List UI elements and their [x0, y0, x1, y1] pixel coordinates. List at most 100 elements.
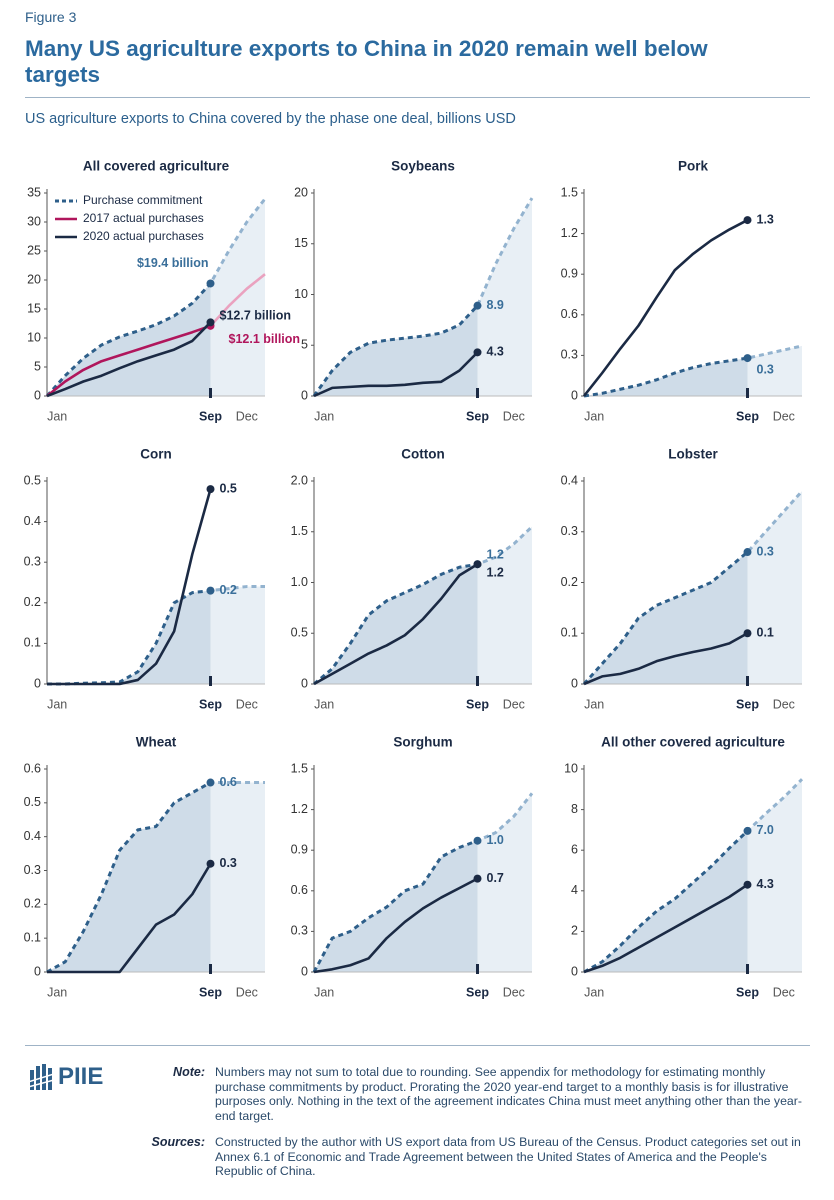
y-tick-label: 15	[27, 301, 41, 315]
logo: PIIE	[28, 1062, 103, 1092]
point	[206, 318, 215, 327]
y-tick-label: 0.2	[24, 595, 41, 609]
point	[473, 348, 482, 357]
series-line	[582, 490, 804, 686]
series-line	[47, 488, 212, 686]
y-tick-label: 2.0	[291, 473, 308, 487]
divider	[25, 97, 810, 98]
y-tick-label: 0.4	[24, 829, 41, 843]
x-tick-label: Dec	[503, 697, 525, 711]
x-tick-label: Dec	[503, 985, 525, 999]
logo-icon	[28, 1064, 54, 1090]
point	[473, 560, 482, 569]
value-label: 0.3	[757, 544, 774, 558]
panel-title: Pork	[678, 159, 709, 174]
y-tick-label: 10	[564, 761, 578, 775]
panel-title: Cotton	[401, 447, 444, 462]
y-tick-label: 0.2	[24, 897, 41, 911]
series-line	[583, 632, 749, 686]
point	[743, 629, 752, 638]
point	[743, 216, 752, 225]
note: Numbers may not sum to total due to roun…	[215, 1065, 802, 1123]
panel-title: Sorghum	[393, 735, 452, 750]
panel-title: All covered agriculture	[83, 159, 230, 174]
series-line	[313, 877, 479, 974]
y-tick-label: 0.6	[561, 307, 578, 321]
value-label: 8.9	[487, 298, 504, 312]
y-tick-label: 0.6	[291, 883, 308, 897]
series-line	[312, 792, 534, 973]
point	[473, 301, 482, 310]
charts: All covered agriculture05101520253035Jan…	[24, 159, 804, 999]
y-tick-label: 1.2	[291, 802, 308, 816]
y-tick-label: 1.5	[291, 761, 308, 775]
y-tick-label: 0.3	[561, 348, 578, 362]
y-tick-label: 0.5	[24, 473, 41, 487]
x-tick-label: Sep	[199, 697, 222, 711]
point	[206, 859, 215, 868]
y-tick-label: 0.4	[561, 473, 578, 487]
series-line	[313, 525, 534, 686]
x-tick-label: Sep	[199, 985, 222, 999]
x-tick-label: Jan	[47, 985, 67, 999]
point	[743, 548, 752, 557]
commitment-area	[314, 198, 532, 396]
value-label: 0.3	[757, 362, 774, 376]
point	[206, 586, 215, 595]
y-tick-label: 8	[571, 802, 578, 816]
x-tick-label: Dec	[773, 409, 795, 423]
panel-title: Lobster	[668, 447, 718, 462]
value-label: 1.0	[487, 833, 504, 847]
title: Many US agriculture exports to China in …	[25, 36, 708, 87]
x-tick-label: Sep	[466, 985, 489, 999]
x-tick-label: Sep	[736, 697, 759, 711]
panel-title: All other covered agriculture	[601, 735, 785, 750]
x-tick-label: Dec	[773, 985, 795, 999]
x-tick-label: Jan	[47, 697, 67, 711]
y-tick-label: 0	[34, 676, 41, 690]
value-label: 0.5	[220, 481, 237, 495]
series-line	[46, 273, 266, 398]
y-tick-label: 1.5	[291, 524, 308, 538]
commitment-area	[314, 793, 532, 972]
x-tick-label: Jan	[314, 409, 334, 423]
y-tick-label: 0	[571, 964, 578, 978]
value-label: 0.7	[487, 871, 504, 885]
commitment-area	[584, 779, 802, 972]
commitment-area	[584, 491, 802, 684]
divider	[25, 1045, 810, 1046]
y-tick-label: 0	[34, 964, 41, 978]
y-tick-label: 0.3	[24, 554, 41, 568]
y-tick-label: 0.9	[561, 266, 578, 280]
y-tick-label: 0.1	[24, 930, 41, 944]
x-tick-label: Sep	[466, 409, 489, 423]
value-label: 4.3	[487, 345, 504, 359]
x-tick-label: Sep	[199, 409, 222, 423]
y-tick-label: 1.0	[291, 575, 308, 589]
sources: Constructed by the author with US export…	[215, 1135, 801, 1178]
legend-label: Purchase commitment	[83, 193, 203, 207]
series-line	[47, 863, 212, 974]
x-tick-label: Jan	[47, 409, 67, 423]
point	[743, 880, 752, 889]
y-tick-label: 0	[571, 676, 578, 690]
point	[206, 485, 215, 494]
value-label: 7.0	[757, 823, 774, 837]
value-label: 0.1	[757, 626, 774, 640]
value-label: 1.2	[487, 566, 504, 580]
y-tick-label: 0	[301, 964, 308, 978]
note-label: Note:	[173, 1065, 205, 1079]
series-line	[583, 778, 804, 974]
x-tick-label: Dec	[236, 409, 258, 423]
legend-label: 2020 actual purchases	[83, 229, 204, 243]
value-label: 1.2	[487, 548, 504, 562]
series-line	[46, 781, 265, 974]
x-tick-label: Jan	[584, 409, 604, 423]
panel-title: Soybeans	[391, 159, 455, 174]
y-tick-label: 0	[301, 676, 308, 690]
y-tick-label: 0.5	[291, 626, 308, 640]
y-tick-label: 5	[301, 338, 308, 352]
x-tick-label: Dec	[236, 985, 258, 999]
value-label: 0.2	[220, 583, 237, 597]
